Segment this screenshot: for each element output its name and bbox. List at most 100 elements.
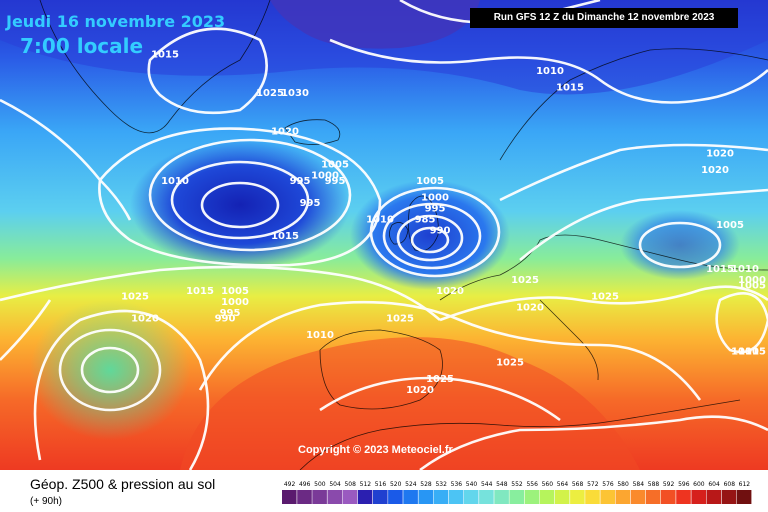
- isobar-label-985-a: 985: [415, 215, 436, 226]
- scale-label-600: 600: [693, 481, 705, 488]
- forecast-lead-time: (+ 90h): [30, 496, 62, 507]
- east-low-fill: [620, 210, 740, 280]
- scale-label-592: 592: [663, 481, 675, 488]
- isobar-label-1015-e: 1015: [186, 286, 214, 297]
- isobar-label-1015-c: 1015: [556, 83, 584, 94]
- coastlines: [39, 0, 768, 470]
- scale-label-560: 560: [542, 481, 554, 488]
- scale-swatch-492: [282, 490, 297, 504]
- isobar-label-990-b: 990: [215, 314, 236, 325]
- scale-swatch-548: [494, 490, 509, 504]
- scale-swatch-604: [706, 490, 722, 504]
- scale-label-512: 512: [360, 481, 372, 488]
- isobar-label-1015-a: 1015: [151, 50, 179, 61]
- scandinavia-coast: [499, 48, 768, 161]
- isobar-label-1025-c: 1025: [591, 292, 619, 303]
- isobar-uk-4: [369, 186, 501, 278]
- isobar-label-1010-e: 1010: [306, 330, 334, 341]
- scale-label-532: 532: [435, 481, 447, 488]
- scale-swatch-564: [554, 490, 570, 504]
- isobar-label-1020-f: 1020: [131, 314, 159, 325]
- scale-swatch-576: [600, 490, 615, 504]
- scale-swatch-532: [433, 490, 449, 504]
- isobar-label-1000-e: 1000: [221, 297, 249, 308]
- isobar-label-1025-f: 1025: [496, 358, 524, 369]
- isobars: [0, 0, 768, 470]
- scale-label-492: 492: [284, 481, 296, 488]
- scale-label-588: 588: [648, 481, 660, 488]
- isobar-label-990-a: 990: [430, 226, 451, 237]
- scale-swatch-600: [691, 490, 706, 504]
- isobar-uk-2: [396, 214, 464, 262]
- isobar-atlantic-inner: [200, 181, 280, 229]
- isobar-label-1030-a: 1030: [281, 88, 309, 99]
- isobar-label-1020-e: 1020: [516, 303, 544, 314]
- scale-label-612: 612: [739, 481, 751, 488]
- isobar-label-1020-c: 1020: [701, 165, 729, 176]
- scale-swatch-560: [539, 490, 555, 504]
- africa-coast: [299, 399, 741, 470]
- scale-label-556: 556: [526, 481, 538, 488]
- scale-label-548: 548: [496, 481, 508, 488]
- isobar-greenland-high: [147, 27, 268, 115]
- map-parameter-title: Géop. Z500 & pression au sol: [30, 476, 216, 492]
- scale-swatch-552: [509, 490, 524, 504]
- model-run-info: Run GFS 12 Z du Dimanche 12 novembre 202…: [470, 8, 738, 28]
- isobar-label-995-b: 995: [325, 176, 346, 187]
- europe-coast: [439, 234, 768, 301]
- isobar-label-1000-b: 1000: [421, 193, 449, 204]
- scale-swatch-556: [524, 490, 540, 504]
- isobar-atlantic-mid: [170, 160, 310, 240]
- isobar-label-1010-a: 1010: [161, 176, 189, 187]
- west-green-pocket: [30, 300, 190, 440]
- scale-label-564: 564: [557, 481, 569, 488]
- isobar-label-1020-a: 1020: [271, 127, 299, 138]
- scale-label-496: 496: [299, 481, 311, 488]
- italy-coast: [539, 299, 599, 381]
- scale-label-584: 584: [633, 481, 645, 488]
- isobar-label-1025-d: 1025: [386, 314, 414, 325]
- scale-label-520: 520: [390, 481, 402, 488]
- isobar-east-low: [638, 221, 722, 269]
- isobar-south-2: [419, 415, 768, 470]
- scale-label-604: 604: [708, 481, 720, 488]
- scale-swatch-508: [342, 490, 358, 504]
- isobar-europe-3: [439, 285, 768, 322]
- isobar-label-1005-c: 1005: [716, 220, 744, 231]
- isobar-west-edge: [0, 299, 52, 361]
- isobar-label-1015-b: 1015: [271, 231, 299, 242]
- scale-swatch-592: [661, 490, 676, 504]
- valid-date: Jeudi 16 novembre 2023: [6, 12, 226, 31]
- isobar-label-1010-d: 1010: [731, 264, 759, 275]
- scale-label-536: 536: [451, 481, 463, 488]
- isobar-label-1025-e: 1025: [121, 292, 149, 303]
- isobar-label-1015-d: 1015: [706, 264, 734, 275]
- scale-swatch-608: [721, 490, 737, 504]
- isobar-label-1020-b: 1020: [706, 149, 734, 160]
- isobar-label-1010-b: 1010: [366, 215, 394, 226]
- scale-swatch-512: [357, 490, 373, 504]
- scale-label-528: 528: [420, 481, 432, 488]
- scale-label-568: 568: [572, 481, 584, 488]
- greenland-coast: [39, 0, 271, 134]
- isobar-south-1: [319, 376, 561, 422]
- copyright-notice: Copyright © 2023 Meteociel.fr: [298, 444, 453, 456]
- isobar-label-1005-e: 1005: [221, 286, 249, 297]
- isobar-label-995-a: 995: [290, 176, 311, 187]
- scale-label-552: 552: [511, 481, 523, 488]
- isobar-label-1015-f: 1015: [738, 347, 766, 358]
- isobar-uk-1: [410, 226, 450, 254]
- isobar-east-box: [715, 292, 768, 354]
- isobar-label-1025-a: 1025: [256, 88, 284, 99]
- isobar-europe-2: [519, 188, 768, 261]
- scale-swatch-612: [736, 490, 752, 504]
- scale-label-596: 596: [678, 481, 690, 488]
- scale-label-608: 608: [724, 481, 736, 488]
- isobar-label-995-e: 995: [220, 308, 241, 319]
- scale-swatch-596: [676, 490, 691, 504]
- scale-swatch-504: [327, 490, 343, 504]
- isobar-west-outer: [33, 309, 210, 470]
- isobar-atlantic-outer: [148, 138, 352, 252]
